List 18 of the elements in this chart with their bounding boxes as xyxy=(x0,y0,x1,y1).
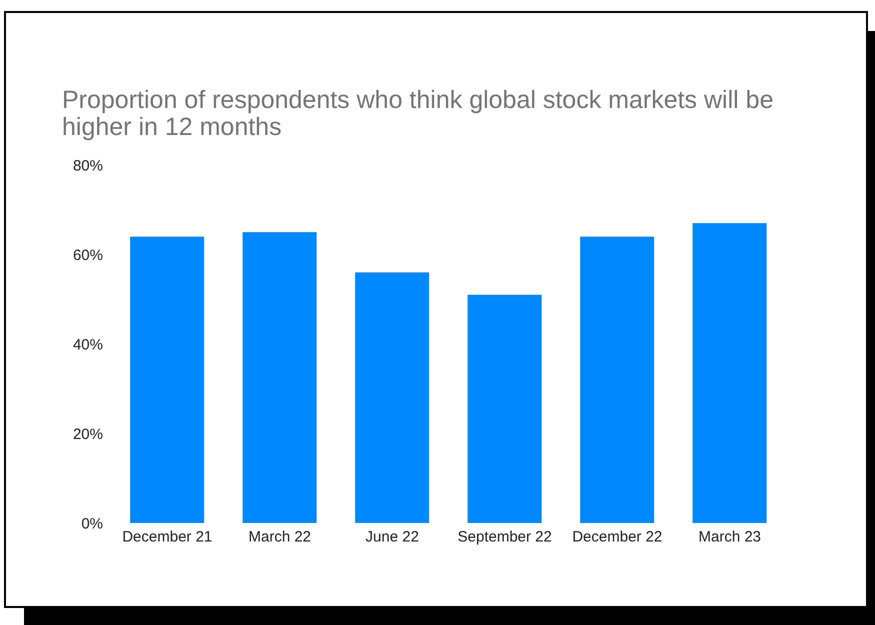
x-tick-label: June 22 xyxy=(366,528,419,546)
bar xyxy=(580,236,654,523)
bar xyxy=(130,236,204,523)
bar xyxy=(692,223,767,523)
x-tick-label: December 22 xyxy=(572,528,662,546)
y-tick-label: 80% xyxy=(72,157,103,174)
y-tick-label: 0% xyxy=(81,515,103,532)
x-tick-label: March 22 xyxy=(248,528,312,546)
chart-title: Proportion of respondents who think global stock markets will be higher in 12 months xyxy=(62,86,774,141)
y-tick-label: 40% xyxy=(72,336,103,354)
y-tick-label: 20% xyxy=(72,426,103,443)
x-tick-label: December 21 xyxy=(122,528,212,546)
x-tick-label: March 23 xyxy=(698,528,762,546)
x-tick-label: September 22 xyxy=(458,528,552,546)
bar xyxy=(468,294,542,523)
bar xyxy=(355,272,430,523)
y-tick-label: 60% xyxy=(72,246,103,264)
bar xyxy=(242,232,317,523)
